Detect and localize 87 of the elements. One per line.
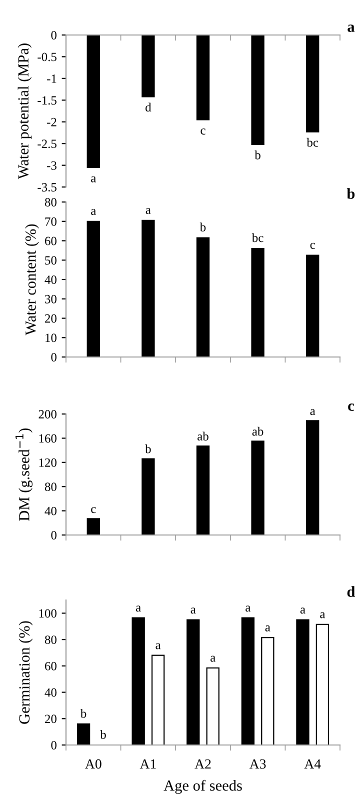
data-label: bc [306,138,318,147]
data-label: b [100,730,106,739]
bar [316,624,330,745]
bar [86,220,100,357]
bar [186,619,200,745]
data-label: a [91,208,96,215]
y-tick-label: 80 [44,482,56,492]
x-tick-label: A3 [249,759,266,769]
y-tick-label: 50 [45,256,56,265]
y-axis-title: Water content (%) [25,224,39,336]
bar [86,518,100,535]
data-label: d [146,102,152,112]
data-label: a [156,643,161,650]
bar [196,446,210,535]
y-tick-label: 0 [51,31,56,40]
data-label: a [310,409,316,416]
data-label: a [210,656,216,662]
data-label: c [310,242,315,249]
y-tick-label: 80 [44,636,56,644]
y-tick-label: 30 [45,294,56,304]
bar [142,458,155,535]
y-tick-label: 0 [51,531,56,540]
text: d [347,586,356,597]
y-tick-label: 20 [45,714,56,724]
y-tick-label: 40 [44,276,56,284]
data-label: a [265,625,270,632]
data-label: b [80,708,86,718]
y-tick-label: -1 [47,74,56,83]
y-tick-label: 120 [39,458,56,467]
y-axis-title: Water potential (MPa) [18,44,32,180]
x-tick-label: A4 [304,759,321,769]
y-axis-title: DM (g.seed$^{−1}$) [16,428,32,521]
data-label: a [300,608,306,614]
text: c [348,404,354,411]
data-label: c [200,128,206,135]
x-axis-title: Age of seeds [164,780,242,794]
bar [251,248,264,357]
y-axis-title: Germination (%) [18,621,33,724]
data-label: a [320,612,326,618]
bar [306,420,320,535]
data-label: b [145,444,151,454]
text: a [348,24,355,32]
data-label: bc [252,233,264,242]
y-tick-label: 160 [39,434,56,443]
data-label: c [91,507,96,514]
x-tick-label: A0 [85,759,102,769]
y-tick-label: 200 [38,410,56,418]
bar [132,617,145,745]
y-tick-label: 80 [44,198,56,206]
data-label: ab [198,432,208,440]
data-label: a [146,208,151,214]
y-tick-label: -3.5 [38,183,56,192]
bar [251,440,264,535]
y-tick-label: -2 [47,118,56,126]
bar [261,637,274,745]
data-label: a [190,608,196,614]
bar [296,619,310,745]
y-tick-label: 40 [44,506,56,516]
data-label: a [246,606,251,612]
bar [241,617,255,745]
data-label: a [91,176,96,182]
y-tick-label: 10 [46,334,56,342]
y-tick-label: 60 [45,662,56,670]
y-tick-label: -3 [47,161,56,170]
bar [206,667,220,745]
y-tick-label: 40 [44,688,56,697]
y-tick-label: 70 [45,217,56,226]
bar [142,220,155,357]
x-tick-label: A1 [140,759,156,769]
bar [151,654,165,745]
y-tick-label: -1.5 [38,96,56,105]
y-tick-label: 20 [45,314,56,323]
text: b [346,188,355,199]
x-tick-label: A2 [194,759,211,769]
bar [306,254,320,357]
y-tick-label: -0.5 [38,52,56,62]
y-tick-label: 60 [45,236,56,246]
data-label: b [254,150,260,160]
data-label: b [200,222,206,232]
y-tick-label: 0 [51,741,56,750]
bar [76,723,90,745]
y-tick-label: 0 [51,353,56,362]
bar [196,237,210,357]
data-label: a [136,606,141,612]
y-tick-label: -2.5 [38,140,56,148]
data-label: ab [252,426,264,436]
y-tick-label: 100 [39,609,56,618]
